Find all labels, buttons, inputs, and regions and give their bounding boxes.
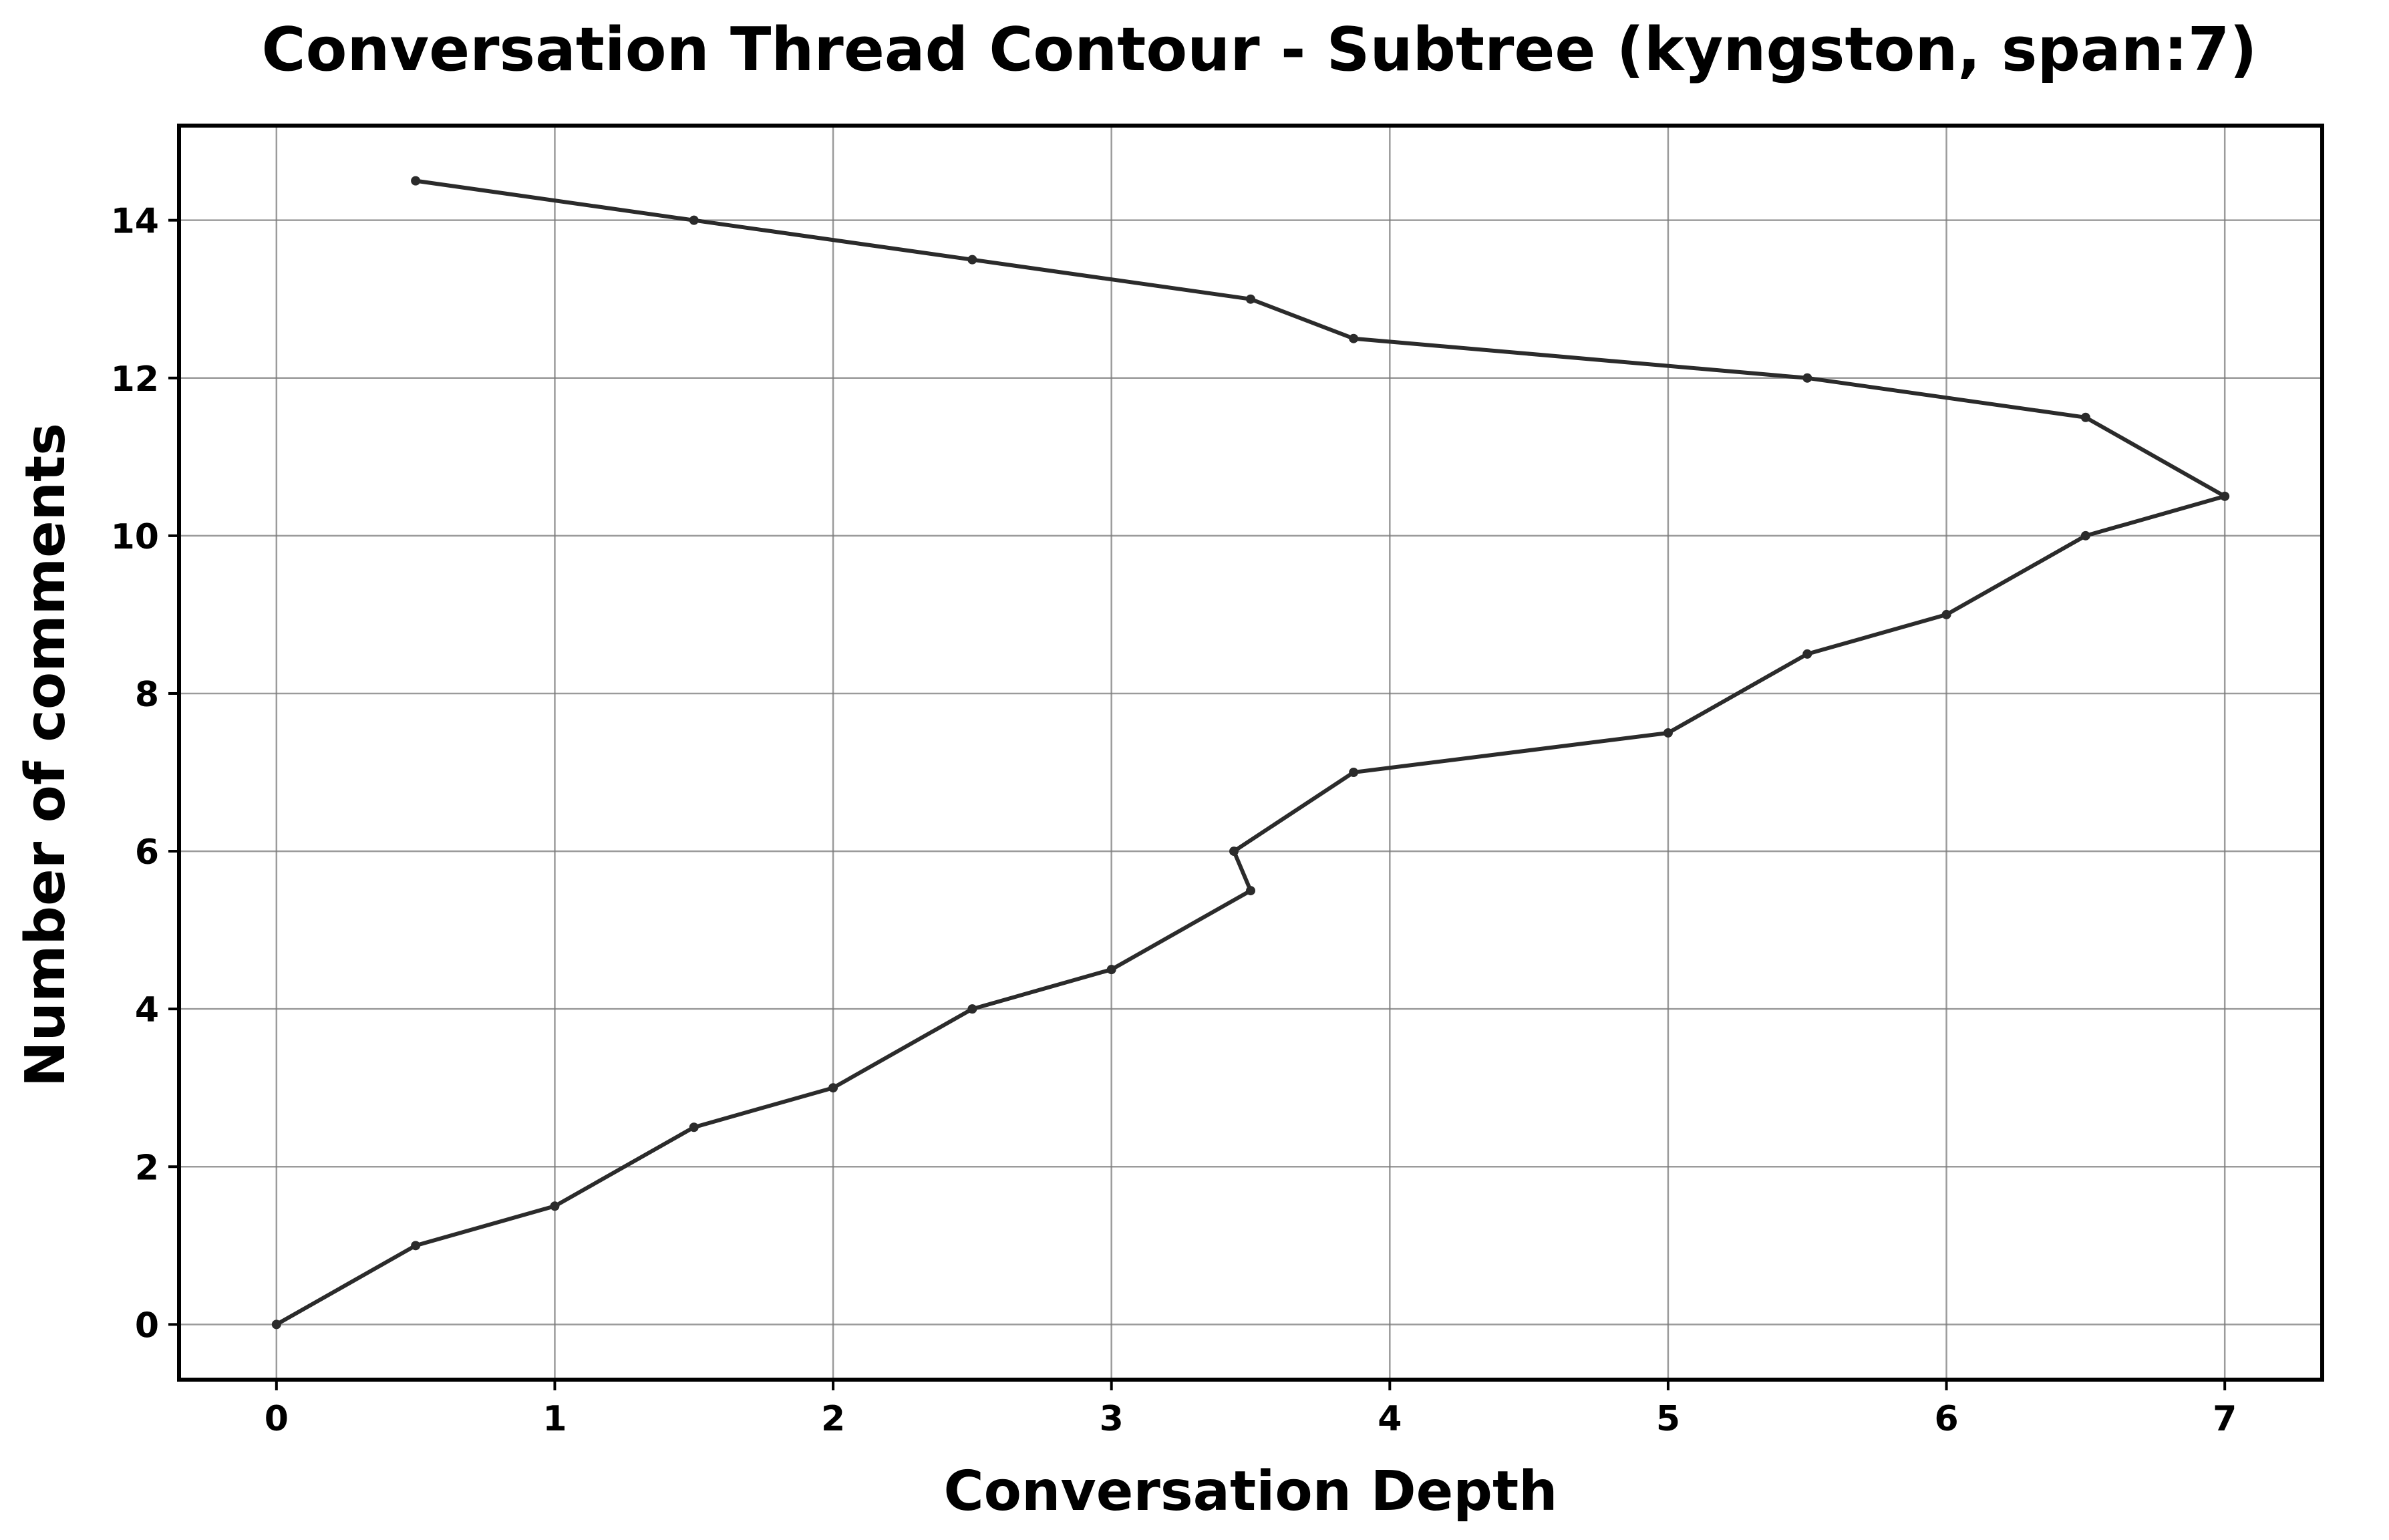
data-point (1802, 373, 1812, 383)
series-layer (271, 176, 2230, 1330)
x-tick-label: 6 (1934, 1399, 1958, 1439)
x-axis-label: Conversation Depth (943, 1460, 1557, 1523)
data-point (2220, 491, 2230, 501)
y-tick-label: 14 (111, 202, 159, 242)
data-point (828, 1083, 838, 1093)
y-tick-label: 0 (135, 1305, 159, 1346)
data-point (1349, 333, 1359, 343)
y-tick-label: 6 (135, 832, 159, 873)
data-point (550, 1201, 560, 1211)
y-tick-label: 10 (111, 517, 159, 557)
data-point (689, 215, 699, 225)
y-tick-label: 2 (135, 1148, 159, 1188)
plot-frame (177, 124, 2324, 1382)
data-point (2080, 530, 2090, 541)
data-point (271, 1320, 281, 1330)
data-point (1246, 294, 1255, 304)
data-point (967, 1004, 977, 1014)
x-tick-label: 3 (1100, 1399, 1124, 1439)
chart-title: Conversation Thread Contour - Subtree (k… (262, 15, 2257, 85)
x-tick-label: 4 (1378, 1399, 1402, 1439)
data-point (1229, 846, 1239, 857)
series-line (275, 178, 2227, 1327)
data-point (1246, 886, 1255, 896)
y-axis-label: Number of comments (14, 423, 77, 1087)
x-tick-label: 7 (2213, 1399, 2237, 1439)
y-tick-label: 12 (111, 359, 159, 400)
data-point (1663, 728, 1673, 738)
grid (179, 126, 2322, 1380)
data-point (1941, 609, 1951, 619)
data-point (1349, 768, 1359, 778)
data-point (2080, 412, 2090, 422)
data-point (1802, 649, 1812, 659)
data-point (967, 255, 977, 265)
y-tick-label: 4 (135, 990, 159, 1030)
y-tick-label: 8 (135, 675, 159, 715)
x-tick-label: 2 (821, 1399, 845, 1439)
data-point (689, 1122, 699, 1132)
x-tick-label: 0 (265, 1399, 289, 1439)
data-point (411, 1241, 421, 1251)
data-point (411, 176, 421, 186)
x-tick-label: 1 (542, 1399, 567, 1439)
data-point (1106, 965, 1116, 975)
x-tick-label: 5 (1656, 1399, 1680, 1439)
